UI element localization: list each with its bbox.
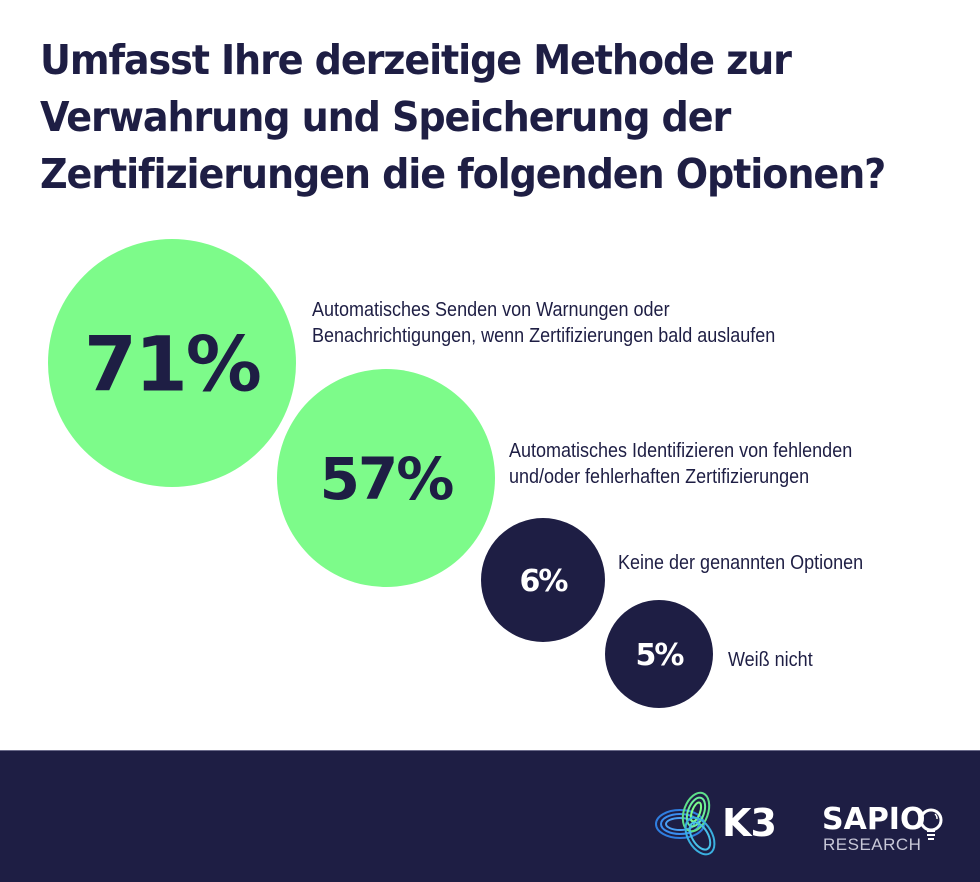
- label-line: Weiß nicht: [728, 649, 813, 671]
- bubble-3: [481, 518, 605, 642]
- bubble-value-label: 71%: [84, 319, 260, 408]
- footer-bar: [0, 750, 980, 882]
- sapio-logo-subtext: RESEARCH: [823, 835, 922, 854]
- bubble-1: [48, 239, 296, 487]
- bubble-value-label: 5%: [636, 638, 685, 673]
- label-item-2: Automatisches Identifizieren von fehlend…: [509, 438, 852, 490]
- label-line: Automatisches Senden von Warnungen oder: [312, 299, 670, 321]
- sapio-logo-text: SAPIO: [822, 802, 926, 837]
- chart-title: Umfasst Ihre derzeitige Methode zur Verw…: [40, 32, 896, 203]
- bubble-2: [277, 369, 495, 587]
- bubble-value-label: 6%: [520, 564, 569, 599]
- title-line: Verwahrung und Speicherung der: [40, 93, 731, 141]
- label-line: Keine der genannten Optionen: [618, 552, 864, 574]
- title-line: Umfasst Ihre derzeitige Methode zur: [40, 36, 792, 84]
- bubble-4: [605, 600, 713, 708]
- label-item-3: Keine der genannten Optionen: [618, 550, 863, 576]
- label-line: Automatisches Identifizieren von fehlend…: [509, 440, 853, 462]
- label-item-4: Weiß nicht: [728, 647, 813, 673]
- label-line: Benachrichtigungen, wenn Zertifizierunge…: [312, 325, 776, 347]
- label-item-1: Automatisches Senden von Warnungen oder …: [312, 297, 775, 349]
- k3-logo-text: K3: [722, 801, 777, 845]
- label-line: und/oder fehlerhaften Zertifizierungen: [509, 466, 810, 488]
- bubble-value-label: 57%: [320, 445, 454, 513]
- lightbulb-icon: [919, 808, 943, 840]
- title-line: Zertifizierungen die folgenden Optionen?: [40, 150, 886, 198]
- bubble-chart: 71% 57% 6% 5%: [48, 239, 713, 708]
- k3-logo-icon: [655, 791, 716, 856]
